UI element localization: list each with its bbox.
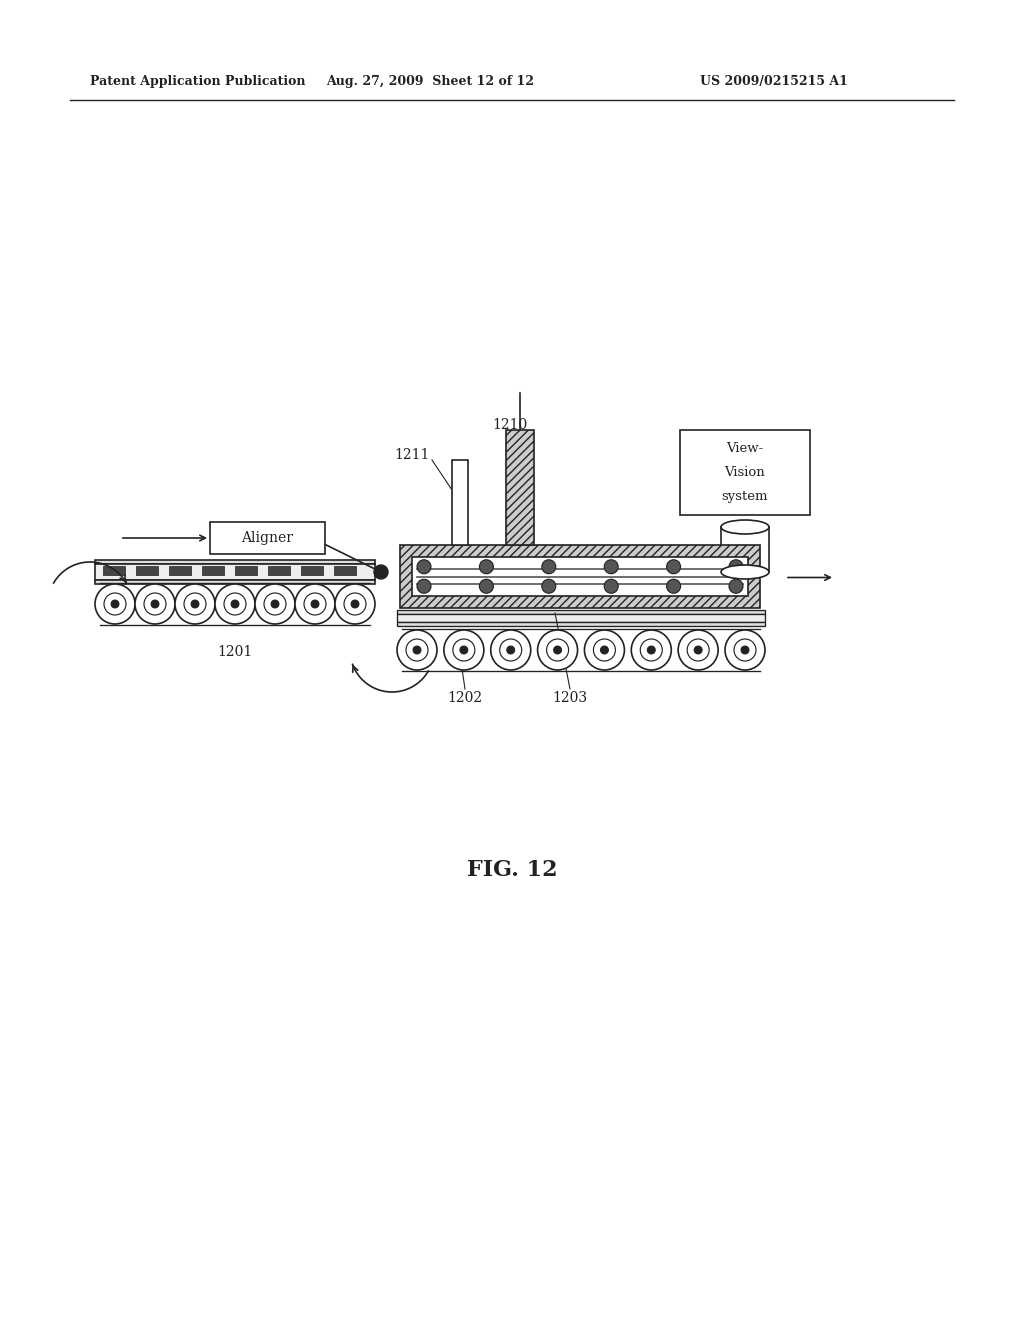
Circle shape (397, 630, 437, 671)
Circle shape (507, 645, 515, 653)
Bar (680, 430, 810, 515)
Circle shape (734, 639, 756, 661)
Bar (169, 566, 191, 576)
Bar (234, 566, 257, 576)
Circle shape (604, 560, 618, 574)
Circle shape (694, 645, 702, 653)
Circle shape (304, 593, 326, 615)
Circle shape (184, 593, 206, 615)
Text: Aug. 27, 2009  Sheet 12 of 12: Aug. 27, 2009 Sheet 12 of 12 (326, 75, 534, 88)
Circle shape (594, 639, 615, 661)
Circle shape (335, 583, 375, 624)
Text: 1211: 1211 (394, 447, 430, 462)
Circle shape (413, 645, 421, 653)
Circle shape (490, 630, 530, 671)
Text: system: system (722, 490, 768, 503)
Circle shape (640, 639, 663, 661)
Circle shape (255, 583, 295, 624)
Bar (397, 614, 765, 622)
Text: View-: View- (726, 442, 764, 455)
Text: 1201: 1201 (217, 645, 253, 659)
Text: US 2009/0215215 A1: US 2009/0215215 A1 (700, 75, 848, 88)
Bar (95, 564, 375, 579)
Circle shape (231, 601, 239, 609)
Circle shape (443, 630, 484, 671)
Circle shape (542, 579, 556, 593)
Bar (136, 566, 158, 576)
Bar (412, 557, 748, 597)
Text: FIG. 12: FIG. 12 (467, 859, 557, 880)
Circle shape (678, 630, 718, 671)
Circle shape (631, 630, 672, 671)
Circle shape (215, 583, 255, 624)
Ellipse shape (721, 565, 769, 579)
Circle shape (725, 630, 765, 671)
Circle shape (135, 583, 175, 624)
Bar (210, 521, 325, 554)
Circle shape (95, 583, 135, 624)
Circle shape (264, 593, 286, 615)
Circle shape (647, 645, 655, 653)
Circle shape (600, 645, 608, 653)
Circle shape (295, 583, 335, 624)
Bar (721, 527, 769, 572)
Circle shape (151, 601, 159, 609)
Circle shape (144, 593, 166, 615)
Circle shape (417, 579, 431, 593)
Bar (202, 566, 224, 576)
Circle shape (224, 593, 246, 615)
Circle shape (175, 583, 215, 624)
Circle shape (741, 645, 749, 653)
Circle shape (453, 639, 475, 661)
Bar (397, 622, 765, 626)
Circle shape (111, 601, 119, 609)
Circle shape (538, 630, 578, 671)
Circle shape (585, 630, 625, 671)
Bar (103, 566, 125, 576)
Text: 1210: 1210 (493, 418, 527, 432)
Text: 1203: 1203 (552, 690, 588, 705)
Circle shape (500, 639, 521, 661)
Circle shape (311, 601, 319, 609)
Circle shape (729, 560, 743, 574)
Bar (452, 459, 468, 545)
Text: Aligner: Aligner (242, 531, 294, 545)
Circle shape (667, 560, 681, 574)
Bar (397, 610, 765, 614)
Circle shape (542, 560, 556, 574)
Circle shape (417, 560, 431, 574)
Circle shape (687, 639, 710, 661)
Bar (334, 566, 356, 576)
Circle shape (191, 601, 199, 609)
Circle shape (479, 579, 494, 593)
Text: 1202: 1202 (447, 690, 482, 705)
Text: Patent Application Publication: Patent Application Publication (90, 75, 305, 88)
Circle shape (460, 645, 468, 653)
Bar (506, 430, 534, 545)
Circle shape (374, 565, 388, 579)
Bar (301, 566, 323, 576)
Circle shape (554, 645, 561, 653)
Circle shape (547, 639, 568, 661)
Text: Vision: Vision (725, 466, 765, 479)
Circle shape (604, 579, 618, 593)
Circle shape (729, 579, 743, 593)
Circle shape (351, 601, 359, 609)
Circle shape (667, 579, 681, 593)
Circle shape (104, 593, 126, 615)
Circle shape (271, 601, 279, 609)
Circle shape (479, 560, 494, 574)
Circle shape (344, 593, 366, 615)
Ellipse shape (721, 520, 769, 535)
Circle shape (406, 639, 428, 661)
Bar (95, 579, 375, 583)
Bar (95, 560, 375, 564)
Bar (268, 566, 290, 576)
Bar (400, 545, 760, 609)
